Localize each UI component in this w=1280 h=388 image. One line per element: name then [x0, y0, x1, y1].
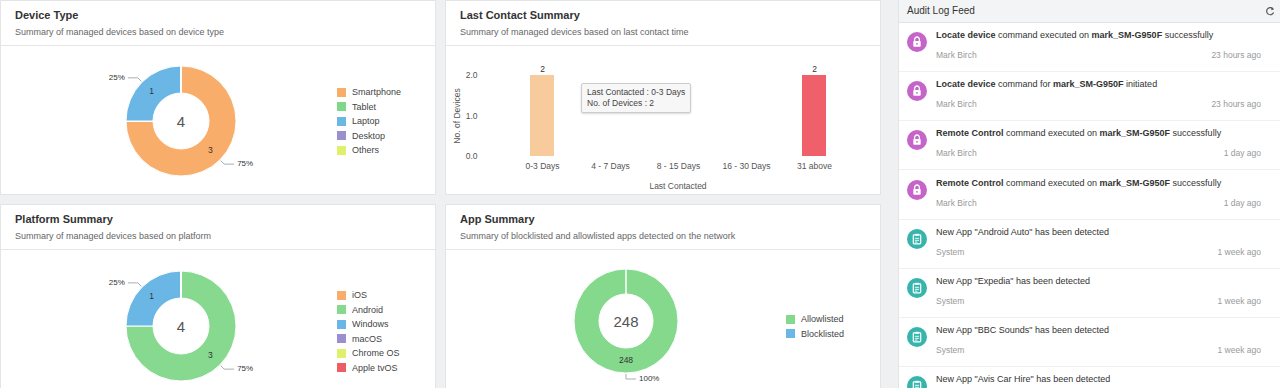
html-text:Windows: Windows	[352, 319, 389, 330]
svg-text:2.0: 2.0	[466, 70, 478, 80]
html-text:Platform Summary: Platform Summary	[15, 213, 113, 225]
svg-text:Last Contacted: Last Contacted	[649, 181, 706, 191]
html-text:New App "Avis Car Hire" has be: New App "Avis Car Hire" has been detecte…	[936, 374, 1111, 385]
svg-text:2: 2	[540, 64, 545, 74]
html-text:New App "Expedia" has been det: New App "Expedia" has been detected	[936, 276, 1090, 286]
svg-text:248: 248	[613, 313, 638, 330]
svg-text:16 - 30 Days: 16 - 30 Days	[722, 161, 770, 171]
svg-text:0.0: 0.0	[466, 151, 478, 161]
html-text:Locate device command for mark: Locate device command for mark_SM-G950F …	[936, 79, 1158, 90]
svg-text:1.0: 1.0	[466, 111, 478, 121]
html-text:Desktop: Desktop	[352, 130, 385, 141]
svg-text:2: 2	[812, 64, 817, 74]
html-text:macOS: macOS	[352, 333, 382, 344]
svg-text:75%: 75%	[237, 159, 253, 168]
html-text:Android: Android	[352, 304, 383, 315]
html-text:1 day ago: 1 day ago	[1223, 197, 1261, 208]
svg-text:4: 4	[177, 318, 185, 335]
html-text:23 hours ago: 23 hours ago	[1211, 50, 1261, 60]
html-text:Last Contacted : 0-3 Days: Last Contacted : 0-3 Days	[587, 87, 686, 97]
svg-text:248: 248	[619, 355, 633, 365]
html-text:Laptop: Laptop	[352, 116, 380, 127]
html-text:Summary of managed devices bas: Summary of managed devices based on devi…	[15, 27, 225, 37]
html-text:Last Contact Summary: Last Contact Summary	[460, 9, 580, 21]
html-text:Summary of managed devices bas: Summary of managed devices based on last…	[460, 27, 689, 37]
html-text:Remote Control command execute: Remote Control command executed on mark_…	[936, 177, 1222, 188]
svg-text:8 - 15 Days: 8 - 15 Days	[657, 161, 700, 171]
html-text:System: System	[936, 296, 965, 306]
html-text:Summary of blocklisted and all: Summary of blocklisted and allowlisted a…	[460, 231, 736, 241]
html-text:1 week ago: 1 week ago	[1217, 345, 1261, 356]
svg-text:100%: 100%	[639, 374, 659, 383]
svg-text:25%: 25%	[109, 278, 125, 287]
html-text:No. of Devices : 2: No. of Devices : 2	[587, 98, 655, 108]
html-text:23 hours ago: 23 hours ago	[1211, 99, 1261, 110]
html-text:1 day ago: 1 day ago	[1223, 148, 1261, 159]
svg-text:25%: 25%	[109, 73, 125, 82]
html-text:Blocklisted: Blocklisted	[801, 328, 844, 339]
html-text:Allowlisted: Allowlisted	[801, 314, 844, 325]
html-text:Audit Log Feed: Audit Log Feed	[907, 5, 975, 16]
html-text:Remote Control command execute: Remote Control command executed on mark_…	[936, 128, 1222, 139]
html-text:iOS: iOS	[352, 290, 367, 301]
html-text:System: System	[936, 246, 965, 257]
html-text:Chrome OS: Chrome OS	[352, 348, 400, 359]
html-text:Mark Birch: Mark Birch	[936, 148, 977, 159]
svg-text:1: 1	[149, 86, 154, 96]
html-text:Smartphone: Smartphone	[352, 87, 401, 98]
html-text:New App "BBC Sounds" has been: New App "BBC Sounds" has been detected	[936, 325, 1109, 336]
html-text:1 week ago: 1 week ago	[1217, 246, 1261, 257]
html-text:Apple tvOS: Apple tvOS	[352, 362, 398, 373]
html-text:Mark Birch: Mark Birch	[936, 99, 977, 110]
html-text:App Summary: App Summary	[460, 213, 535, 225]
svg-text:4: 4	[177, 113, 185, 130]
html-text:Mark Birch: Mark Birch	[936, 197, 977, 208]
svg-text:31 above: 31 above	[797, 161, 832, 171]
html-text:1 week ago: 1 week ago	[1217, 296, 1261, 306]
html-text:Summary of managed devices bas: Summary of managed devices based on plat…	[15, 231, 212, 241]
html-text:Device Type: Device Type	[15, 9, 79, 21]
svg-text:No. of Devices: No. of Devices	[452, 88, 462, 143]
html-text:System: System	[936, 345, 965, 356]
html-text:Tablet: Tablet	[352, 101, 376, 112]
svg-text:75%: 75%	[237, 364, 253, 373]
svg-text:1: 1	[149, 291, 154, 301]
html-text:Locate device command executed: Locate device command executed on mark_S…	[936, 30, 1214, 40]
html-text:New App "Android Auto" has bee: New App "Android Auto" has been detected	[936, 226, 1109, 237]
html-text:Mark Birch: Mark Birch	[936, 50, 977, 60]
svg-text:0-3 Days: 0-3 Days	[525, 161, 559, 171]
html-text:Others: Others	[352, 145, 379, 156]
svg-text:3: 3	[208, 145, 213, 155]
svg-text:3: 3	[208, 350, 213, 360]
svg-text:4 - 7 Days: 4 - 7 Days	[591, 161, 630, 171]
